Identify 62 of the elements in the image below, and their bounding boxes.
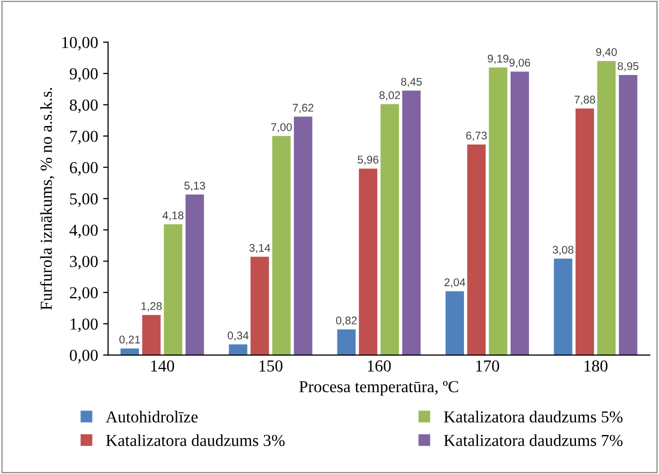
- bar: [597, 60, 616, 356]
- data-label: 7,00: [271, 123, 292, 132]
- y-tick-label: 0,00: [70, 350, 98, 364]
- bar: [618, 75, 638, 356]
- y-tick-label: 3,00: [70, 256, 98, 270]
- bar: [467, 144, 486, 356]
- bar: [120, 348, 139, 356]
- data-label: 6,73: [466, 132, 487, 141]
- y-axis-title: Furfurola iznākums, % no a.s.k.s.: [40, 88, 54, 310]
- y-tick-label: 2,00: [70, 287, 98, 301]
- x-axis-title: Procesa temperatūra, ºC: [299, 381, 458, 396]
- x-tick-label: 140: [151, 360, 174, 372]
- data-label: 7,88: [574, 96, 596, 105]
- y-tick-label: 1,00: [70, 318, 98, 332]
- bar: [510, 72, 529, 356]
- bar: [294, 116, 312, 356]
- bar: [576, 108, 594, 356]
- y-tick-label: 10,00: [62, 36, 98, 51]
- legend-label: Katalizatora daudzums 3%: [106, 434, 285, 446]
- bar: [250, 256, 269, 356]
- data-label: 3,08: [552, 246, 574, 256]
- data-label: 3,14: [249, 244, 270, 254]
- x-tick-label: 150: [260, 360, 282, 372]
- bar: [402, 90, 421, 356]
- bar: [488, 68, 508, 356]
- y-tick-label: 7,00: [70, 130, 98, 144]
- data-label: 8,45: [401, 78, 422, 88]
- data-label: 5,96: [358, 156, 378, 165]
- data-label: 5,13: [184, 182, 206, 191]
- y-tick-label: 5,00: [70, 193, 98, 207]
- data-label: 0,82: [336, 316, 357, 326]
- data-label: 8,02: [379, 91, 400, 100]
- legend-label: Autohidrolīze: [106, 410, 198, 423]
- y-tick-label: 4,00: [70, 224, 98, 238]
- legend-label: Katalizatora daudzums 5%: [444, 410, 622, 423]
- legend-label: Katalizatora daudzums 7%: [444, 434, 622, 446]
- y-tick-label: 6,00: [70, 162, 98, 176]
- data-label: 9,06: [509, 58, 530, 68]
- data-label: 4,18: [162, 211, 184, 221]
- data-label: 7,62: [292, 104, 314, 113]
- bar: [272, 136, 291, 356]
- data-label: 1,28: [141, 302, 162, 312]
- y-tick-label: 8,00: [70, 99, 98, 114]
- bar: [554, 258, 572, 356]
- bar: [337, 329, 356, 356]
- y-tick-label: 9,00: [70, 68, 98, 82]
- x-tick-label: 160: [368, 360, 391, 372]
- bar: [358, 168, 378, 356]
- data-label: 0,21: [119, 336, 140, 345]
- bar: [380, 104, 399, 356]
- bar: [186, 194, 204, 356]
- bar: [164, 224, 182, 356]
- data-label: 2,04: [444, 278, 466, 288]
- x-tick-label: 180: [584, 360, 608, 372]
- bar: [446, 291, 464, 356]
- data-label: 0,34: [228, 332, 249, 341]
- data-label: 9,19: [488, 54, 508, 64]
- data-label: 8,95: [618, 62, 638, 72]
- data-label: 9,40: [596, 48, 617, 58]
- bar: [142, 314, 161, 356]
- bar: [228, 344, 248, 356]
- x-tick-label: 170: [476, 360, 500, 372]
